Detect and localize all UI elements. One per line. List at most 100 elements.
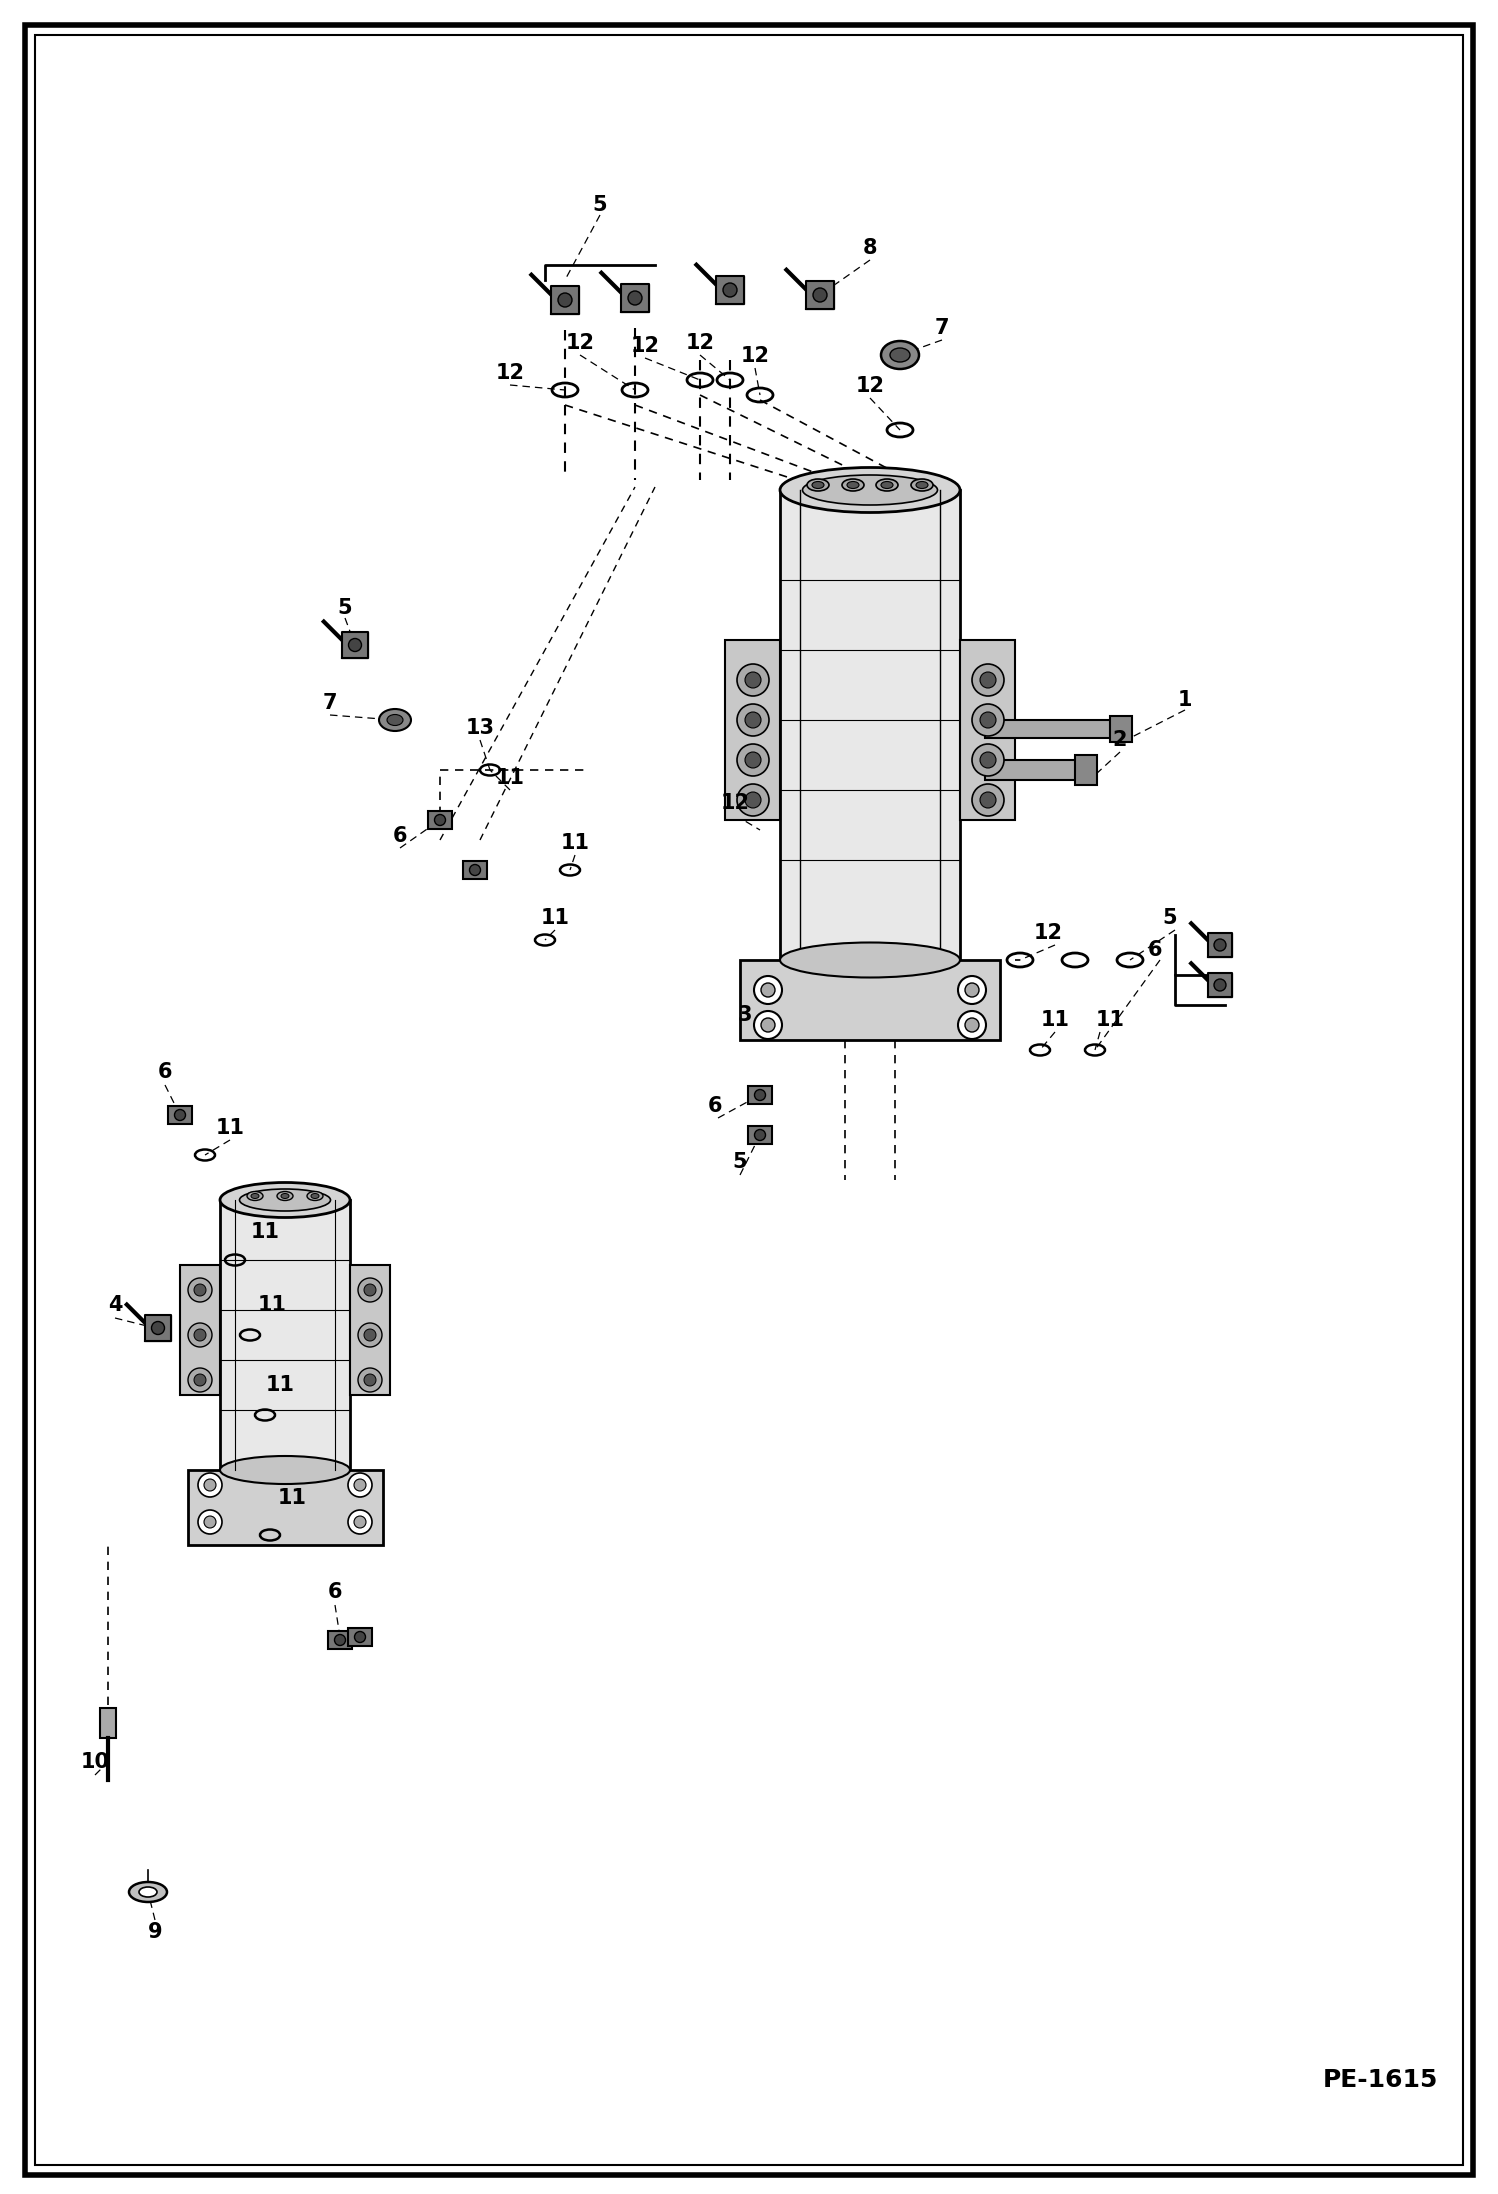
Polygon shape [1207, 932, 1231, 957]
Text: 1: 1 [1177, 689, 1192, 711]
Text: 12: 12 [721, 792, 749, 814]
Ellipse shape [129, 1882, 166, 1902]
Circle shape [965, 1018, 980, 1031]
Circle shape [358, 1323, 382, 1347]
Circle shape [151, 1321, 165, 1334]
Text: 12: 12 [855, 375, 884, 395]
Circle shape [364, 1330, 376, 1341]
Ellipse shape [139, 1887, 157, 1898]
Text: 12: 12 [686, 333, 715, 353]
Polygon shape [622, 283, 649, 312]
Ellipse shape [780, 943, 960, 979]
Text: 13: 13 [466, 717, 494, 737]
Ellipse shape [911, 478, 933, 491]
Circle shape [195, 1283, 207, 1297]
Bar [328, 1630, 352, 1650]
Ellipse shape [890, 349, 909, 362]
Text: 12: 12 [496, 362, 524, 384]
Circle shape [980, 713, 996, 728]
Bar [428, 812, 452, 829]
Text: 11: 11 [277, 1488, 307, 1507]
Circle shape [724, 283, 737, 296]
Circle shape [189, 1369, 213, 1391]
Text: 7: 7 [935, 318, 950, 338]
Circle shape [349, 638, 361, 652]
Circle shape [198, 1472, 222, 1496]
Polygon shape [1207, 972, 1231, 996]
Polygon shape [551, 285, 580, 314]
Circle shape [959, 976, 986, 1005]
Text: PE-1615: PE-1615 [1323, 2069, 1438, 2093]
Circle shape [557, 294, 572, 307]
Circle shape [972, 704, 1004, 735]
Text: 7: 7 [322, 693, 337, 713]
Circle shape [965, 983, 980, 996]
Ellipse shape [312, 1194, 319, 1198]
Bar [100, 1707, 115, 1738]
Circle shape [348, 1472, 372, 1496]
Ellipse shape [915, 480, 927, 489]
Circle shape [1213, 979, 1225, 992]
Circle shape [737, 704, 768, 735]
Text: 11: 11 [496, 768, 524, 788]
Circle shape [745, 792, 761, 807]
Ellipse shape [220, 1457, 351, 1483]
Circle shape [204, 1479, 216, 1492]
Circle shape [358, 1369, 382, 1391]
Text: 11: 11 [541, 908, 569, 928]
Circle shape [761, 983, 774, 996]
Circle shape [354, 1479, 366, 1492]
Ellipse shape [240, 1189, 331, 1211]
Ellipse shape [780, 467, 960, 513]
Text: 9: 9 [148, 1922, 162, 1942]
Bar [960, 641, 1016, 821]
Text: 11: 11 [560, 834, 590, 853]
Bar [748, 1126, 771, 1143]
Text: 3: 3 [737, 1005, 752, 1025]
Circle shape [195, 1330, 207, 1341]
Ellipse shape [247, 1191, 264, 1200]
Text: 4: 4 [108, 1294, 123, 1314]
Ellipse shape [282, 1194, 289, 1198]
Circle shape [364, 1373, 376, 1387]
Bar [351, 1266, 389, 1395]
Circle shape [189, 1277, 213, 1301]
Circle shape [348, 1509, 372, 1534]
Text: 11: 11 [258, 1294, 286, 1314]
Text: 2: 2 [1113, 731, 1128, 750]
Circle shape [980, 671, 996, 689]
Text: 12: 12 [1034, 924, 1062, 943]
Text: 6: 6 [392, 825, 407, 847]
Text: 11: 11 [216, 1119, 244, 1139]
Circle shape [198, 1509, 222, 1534]
Text: 12: 12 [566, 333, 595, 353]
Circle shape [745, 671, 761, 689]
Polygon shape [716, 276, 745, 305]
Circle shape [745, 753, 761, 768]
Ellipse shape [876, 478, 897, 491]
Circle shape [189, 1323, 213, 1347]
Ellipse shape [812, 480, 824, 489]
Text: 6: 6 [707, 1097, 722, 1117]
Circle shape [355, 1632, 366, 1643]
Circle shape [980, 792, 996, 807]
Circle shape [204, 1516, 216, 1527]
Bar [1076, 755, 1097, 785]
Bar [348, 1628, 372, 1646]
Circle shape [753, 976, 782, 1005]
Ellipse shape [220, 1183, 351, 1218]
Ellipse shape [846, 480, 858, 489]
Circle shape [1213, 939, 1225, 950]
Ellipse shape [307, 1191, 324, 1200]
Polygon shape [342, 632, 369, 658]
Text: 5: 5 [593, 195, 607, 215]
Bar [180, 1266, 220, 1395]
Polygon shape [145, 1314, 171, 1341]
Ellipse shape [807, 478, 828, 491]
Text: 6: 6 [1147, 939, 1162, 961]
Ellipse shape [881, 480, 893, 489]
Ellipse shape [386, 715, 403, 726]
Ellipse shape [803, 474, 938, 505]
Bar [725, 641, 780, 821]
Circle shape [972, 783, 1004, 816]
